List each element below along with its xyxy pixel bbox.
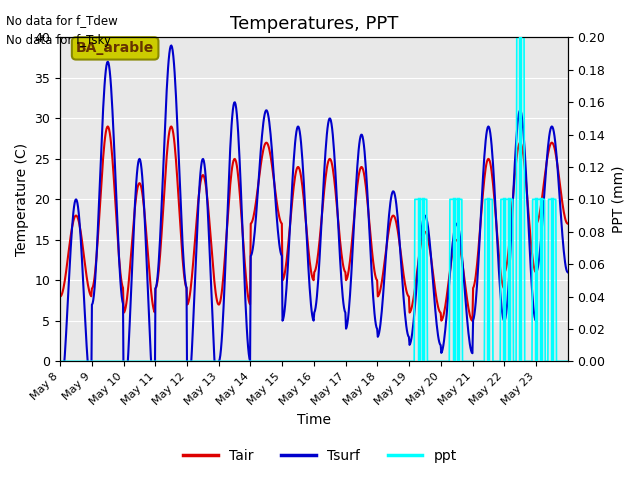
Text: BA_arable: BA_arable — [76, 41, 154, 55]
Y-axis label: Temperature (C): Temperature (C) — [15, 143, 29, 256]
Y-axis label: PPT (mm): PPT (mm) — [611, 166, 625, 233]
Text: No data for f_Tdew: No data for f_Tdew — [6, 14, 118, 27]
Title: Temperatures, PPT: Temperatures, PPT — [230, 15, 398, 33]
Legend: Tair, Tsurf, ppt: Tair, Tsurf, ppt — [178, 443, 462, 468]
X-axis label: Time: Time — [297, 413, 331, 427]
Text: No data for f_Tsky: No data for f_Tsky — [6, 34, 111, 47]
